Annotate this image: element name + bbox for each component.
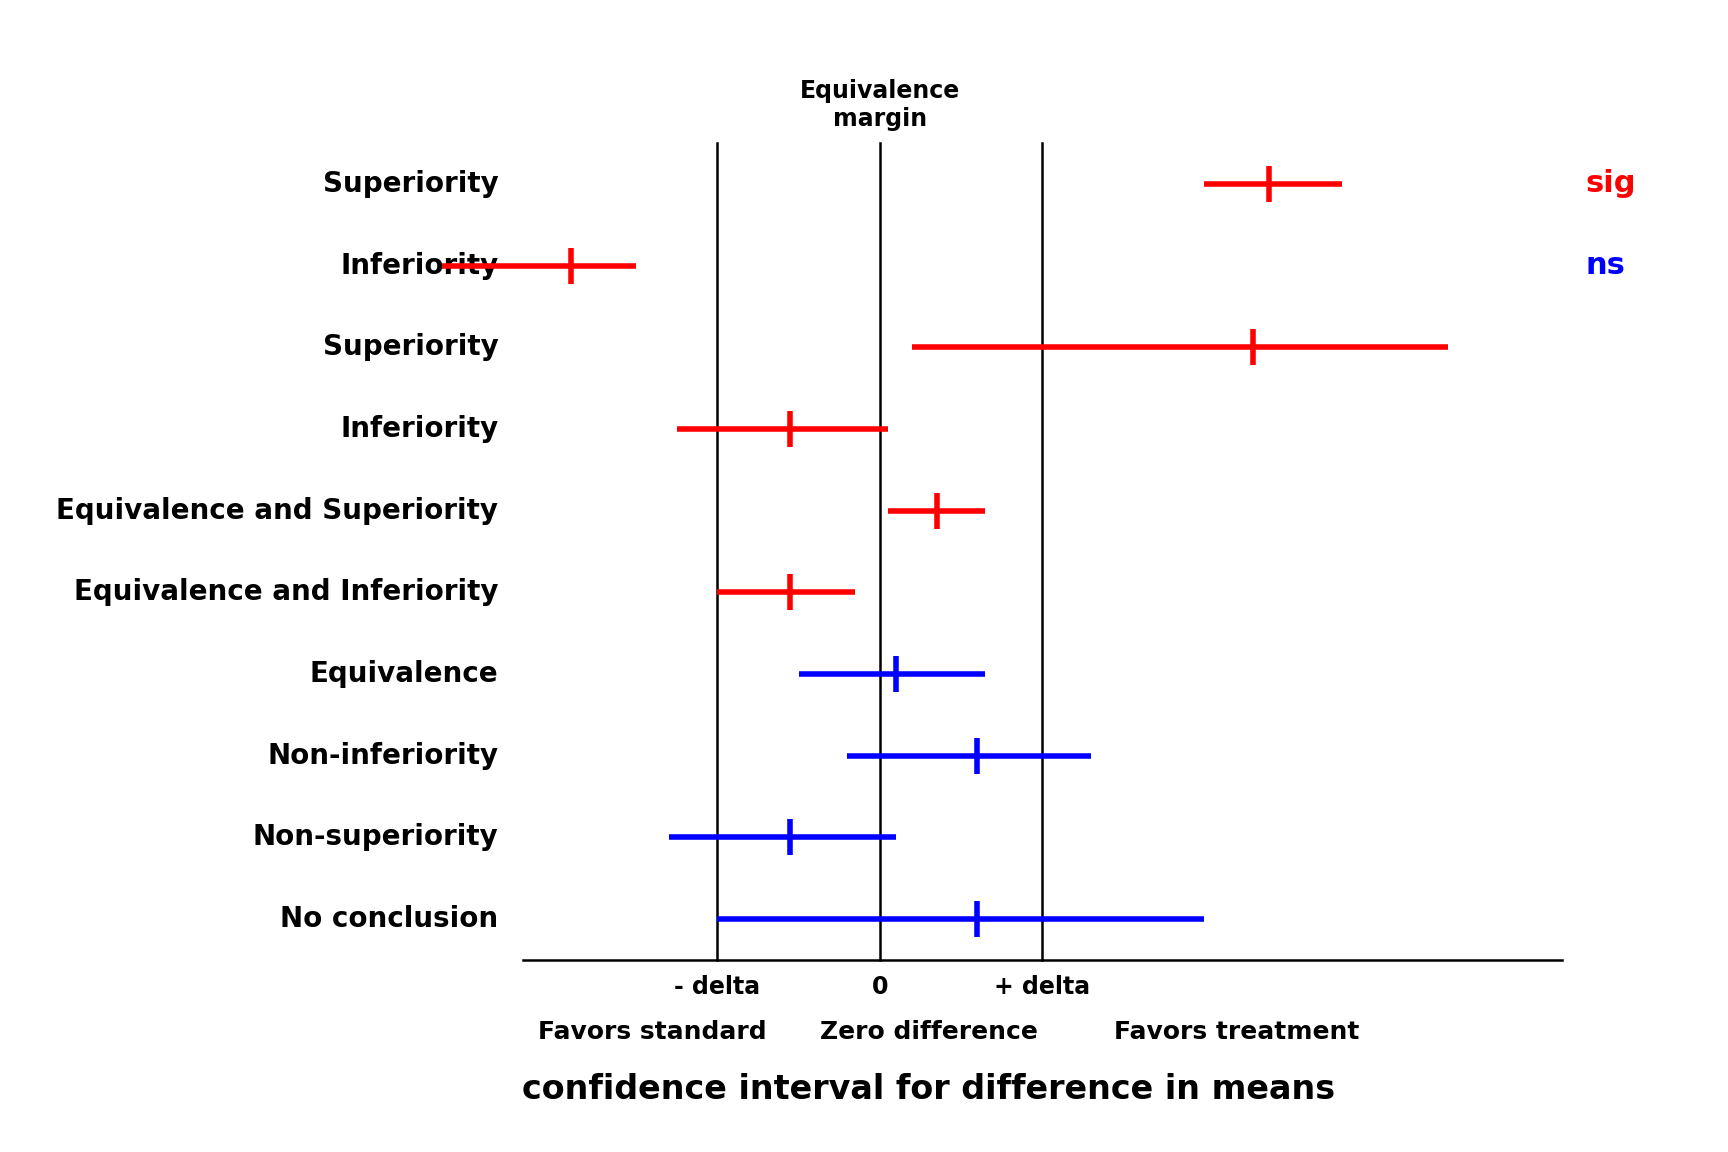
Text: Zero difference: Zero difference xyxy=(819,1020,1037,1044)
Text: confidence interval for difference in means: confidence interval for difference in me… xyxy=(522,1073,1336,1106)
Text: Equivalence and Inferiority: Equivalence and Inferiority xyxy=(74,578,498,606)
Text: Non-superiority: Non-superiority xyxy=(252,824,498,851)
Text: sig: sig xyxy=(1586,169,1636,198)
Text: No conclusion: No conclusion xyxy=(280,905,498,933)
Text: Superiority: Superiority xyxy=(323,169,498,198)
Text: Superiority: Superiority xyxy=(323,333,498,362)
Text: 0: 0 xyxy=(871,975,888,999)
Text: ns: ns xyxy=(1586,251,1626,280)
Text: Equivalence and Superiority: Equivalence and Superiority xyxy=(57,497,498,524)
Text: - delta: - delta xyxy=(674,975,760,999)
Text: Equivalence
margin: Equivalence margin xyxy=(800,79,959,131)
Text: Favors standard: Favors standard xyxy=(537,1020,767,1044)
Text: Inferiority: Inferiority xyxy=(340,415,498,444)
Text: Non-inferiority: Non-inferiority xyxy=(268,742,498,770)
Text: Inferiority: Inferiority xyxy=(340,251,498,280)
Text: Equivalence: Equivalence xyxy=(309,660,498,688)
Text: Favors treatment: Favors treatment xyxy=(1115,1020,1360,1044)
Text: + delta: + delta xyxy=(994,975,1090,999)
